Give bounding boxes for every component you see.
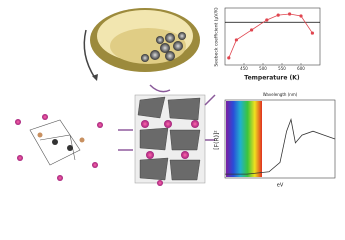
x-axis-label: Temperature (K) [244, 75, 300, 82]
plot-area [224, 7, 321, 66]
data-line [225, 118, 336, 175]
seebeck-chart: 450 500 550 600 Seebeck coefficient (μV/K) Te… [214, 7, 321, 82]
data-point [276, 13, 280, 17]
data-point [310, 31, 314, 35]
y-axis-label: Seebeck coefficient (μV/K) [214, 7, 220, 67]
data-point [250, 28, 254, 32]
data-point [299, 14, 303, 18]
crystal-structures [15, 84, 216, 186]
x-tick-label: 500 [259, 66, 267, 71]
data-point [234, 38, 238, 42]
data-line [228, 13, 313, 59]
x-tick-label: 550 [278, 66, 286, 71]
spectrum-band [226, 101, 262, 177]
x-tick-label: 600 [297, 66, 305, 71]
y-axis-label: [F(R)]² [214, 130, 221, 150]
data-point [288, 12, 292, 16]
data-point [227, 56, 231, 60]
data-point [265, 18, 269, 22]
graphical-abstract: 450 500 550 600 Seebeck coefficient (μV/K) Te… [15, 7, 336, 189]
top-axis-label: Wavelength (nm) [263, 92, 298, 97]
spectrum-chart: Wavelength (nm) [F(R)]² eV [214, 92, 336, 189]
x-axis-label: eV [277, 183, 284, 189]
x-tick-label: 450 [240, 66, 248, 71]
ball-mill [83, 8, 200, 81]
